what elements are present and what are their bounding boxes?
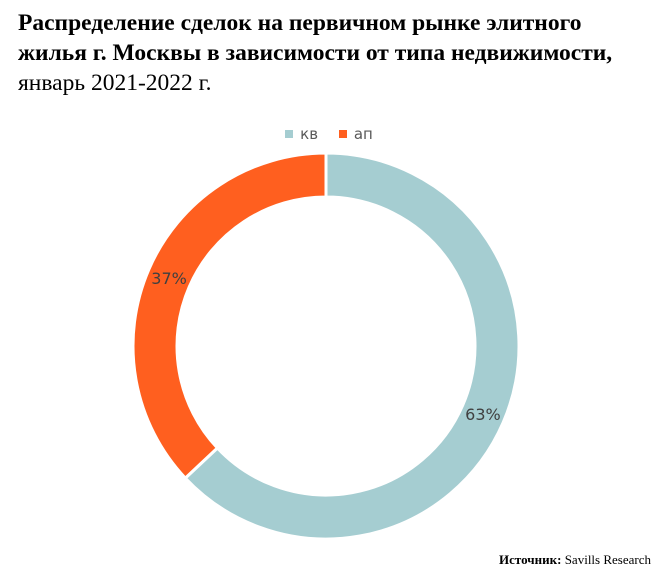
source-note: Источник: Savills Research bbox=[499, 552, 651, 568]
legend-swatch bbox=[285, 130, 294, 138]
legend-label: кв bbox=[300, 125, 319, 143]
donut-slice-0 bbox=[183, 151, 521, 541]
legend-label: ап bbox=[353, 125, 373, 143]
chart-title: Распределение сделок на первичном рынке … bbox=[18, 8, 648, 98]
title-bold: Распределение сделок на первичном рынке … bbox=[18, 10, 613, 66]
legend-swatch bbox=[338, 130, 347, 138]
legend: кв ап bbox=[0, 124, 658, 143]
data-label: 37% bbox=[151, 269, 187, 288]
source-label: Источник: bbox=[499, 552, 562, 567]
legend-item-kv: кв bbox=[285, 125, 318, 143]
donut-slice-1 bbox=[131, 151, 328, 481]
source-text: Savills Research bbox=[561, 552, 651, 567]
title-period: январь 2021-2022 г. bbox=[18, 70, 212, 96]
data-label: 63% bbox=[465, 405, 501, 424]
legend-item-ap: ап bbox=[338, 125, 373, 143]
